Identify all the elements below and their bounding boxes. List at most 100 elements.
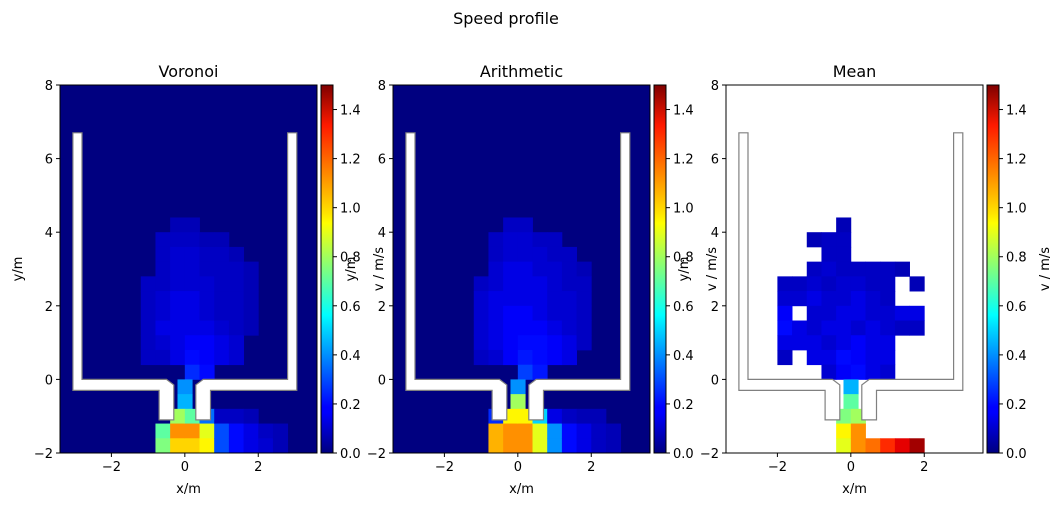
- heat-cell: [547, 305, 563, 321]
- heat-cell: [199, 261, 215, 277]
- heat-cell: [836, 276, 852, 292]
- heat-cell: [488, 349, 504, 366]
- heat-cell: [561, 423, 577, 439]
- heat-cell: [184, 261, 200, 277]
- heat-cell: [184, 423, 200, 439]
- y-tick-label: 8: [378, 79, 386, 94]
- heat-cell: [576, 261, 592, 277]
- heat-cell: [272, 438, 289, 454]
- heat-cell: [517, 438, 533, 454]
- heat-cell: [561, 261, 577, 277]
- heat-cell: [865, 438, 881, 454]
- heat-cell: [214, 320, 230, 336]
- heat-cell: [532, 320, 548, 336]
- heat-cell: [821, 246, 837, 263]
- heat-cell: [576, 291, 592, 307]
- heat-cell: [503, 320, 519, 336]
- heat-cell: [199, 305, 215, 321]
- heat-cell: [880, 320, 896, 336]
- heat-cell: [821, 261, 837, 277]
- heat-cell: [517, 232, 533, 248]
- wall-right: [195, 132, 298, 421]
- heat-cell: [517, 320, 533, 336]
- heat-cell: [547, 261, 563, 277]
- heat-cell: [510, 379, 526, 395]
- heat-cell: [503, 349, 519, 366]
- colorbar-tick-label: 1.0: [673, 202, 694, 217]
- heat-cell: [547, 291, 563, 307]
- heat-cell: [865, 349, 881, 366]
- heat-cell: [184, 438, 200, 454]
- heat-cell: [155, 349, 171, 366]
- heat-cell: [488, 320, 504, 336]
- heat-cell: [865, 320, 881, 336]
- heat-cell: [214, 305, 230, 321]
- colorbar-tick-label: 0.2: [1006, 398, 1027, 413]
- heat-cell: [517, 291, 533, 307]
- heat-cell: [503, 217, 519, 233]
- colorbar-tick-label: 1.4: [1006, 104, 1027, 119]
- heat-cell: [806, 320, 822, 336]
- heat-cell: [184, 320, 200, 336]
- heat-cell: [865, 276, 881, 292]
- heat-cell: [532, 276, 548, 292]
- heat-cell: [909, 320, 925, 336]
- heat-cell: [880, 335, 896, 351]
- heat-cell: [777, 349, 793, 366]
- heat-cell: [184, 291, 200, 307]
- heat-cell: [184, 335, 200, 351]
- heat-cell: [850, 261, 866, 277]
- colorbar-tick-label: 1.2: [1006, 153, 1027, 168]
- heat-cell: [880, 305, 896, 321]
- y-axis-label: y/m: [344, 257, 359, 282]
- y-tick-label: −2: [367, 447, 386, 462]
- heat-cell: [503, 305, 519, 321]
- heat-cell: [488, 276, 504, 292]
- heat-cell: [214, 408, 230, 424]
- heat-cell: [532, 305, 548, 321]
- heat-cell: [473, 349, 489, 366]
- heat-cell: [547, 232, 563, 248]
- panel-voronoi: −2 0 2 −2 0 2 4 6 8 Voronoi x/m y/m 0.0 0.2 0.4 0.6 0.8 1…: [11, 62, 387, 497]
- heat-cell: [170, 246, 186, 263]
- heat-cell: [184, 232, 200, 248]
- heat-cell: [503, 276, 519, 292]
- heat-cell: [561, 305, 577, 321]
- heat-cell: [576, 438, 592, 454]
- heat-cell: [561, 291, 577, 307]
- heat-cell: [199, 364, 215, 380]
- heat-cell: [547, 408, 563, 424]
- heat-cell: [228, 305, 244, 321]
- heat-cell: [473, 335, 489, 351]
- heat-cell: [561, 276, 577, 292]
- heat-cell: [547, 246, 563, 263]
- heat-cell: [488, 305, 504, 321]
- heat-cell: [576, 335, 592, 351]
- heat-cell: [547, 438, 563, 454]
- heat-cell: [806, 305, 822, 321]
- x-tick-label: −2: [435, 460, 454, 475]
- heat-cell: [170, 423, 186, 439]
- colorbar-tick-label: 1.2: [340, 153, 361, 168]
- colorbar-tick-label: 0.4: [1006, 349, 1027, 364]
- heat-cell: [243, 261, 259, 277]
- heat-cell: [199, 423, 215, 439]
- colorbar: [653, 84, 667, 454]
- heat-cell: [177, 379, 193, 395]
- heat-cell: [488, 291, 504, 307]
- heat-cell: [909, 276, 925, 292]
- heat-cell: [214, 335, 230, 351]
- panel-title: Mean: [833, 62, 877, 81]
- heat-cell: [243, 423, 259, 439]
- heat-cell: [850, 335, 866, 351]
- heat-cell: [850, 320, 866, 336]
- heat-cell: [473, 276, 489, 292]
- x-tick-label: −2: [768, 460, 787, 475]
- colorbar-label: v / m/s: [705, 247, 720, 291]
- heat-cell: [532, 232, 548, 248]
- heat-cell: [503, 246, 519, 263]
- heat-cell: [850, 349, 866, 366]
- colorbar-tick-label: 0.0: [673, 447, 694, 462]
- heat-cell: [140, 320, 156, 336]
- heat-cell: [591, 438, 607, 454]
